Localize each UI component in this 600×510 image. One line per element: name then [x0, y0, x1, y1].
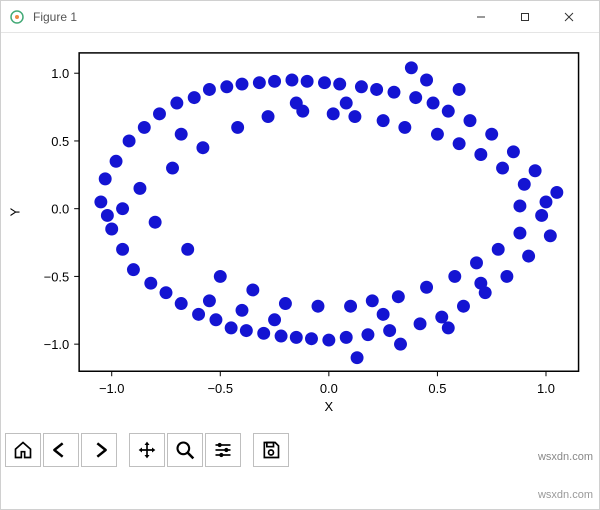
svg-text:−0.5: −0.5	[208, 381, 234, 396]
watermark-bottom: wsxdn.com	[538, 489, 593, 501]
svg-text:1.0: 1.0	[537, 381, 555, 396]
back-button[interactable]	[43, 433, 79, 467]
svg-text:0.0: 0.0	[51, 202, 69, 217]
svg-text:X: X	[325, 399, 334, 414]
zoom-icon	[175, 440, 195, 460]
window-title: Figure 1	[33, 10, 77, 24]
toolbar	[1, 431, 599, 469]
home-button[interactable]	[5, 433, 41, 467]
svg-text:Y: Y	[7, 207, 22, 216]
zoom-button[interactable]	[167, 433, 203, 467]
forward-button[interactable]	[81, 433, 117, 467]
close-button[interactable]	[547, 1, 591, 33]
svg-text:0.5: 0.5	[51, 134, 69, 149]
app-icon	[9, 9, 25, 25]
svg-text:−0.5: −0.5	[44, 269, 70, 284]
scatter-chart: −1.0 −0.5 0.0 0.5 1.0 −1.0 −0.5 0.0 0.5 1.0 X Y	[1, 33, 599, 419]
watermark-top: wsxdn.com	[538, 451, 593, 463]
forward-icon	[89, 440, 109, 460]
save-icon	[261, 440, 281, 460]
minimize-button[interactable]	[459, 1, 503, 33]
pan-icon	[137, 440, 157, 460]
figure-area: −1.0 −0.5 0.0 0.5 1.0 −1.0 −0.5 0.0 0.5 1.0 X Y	[1, 33, 599, 419]
svg-text:1.0: 1.0	[51, 66, 69, 81]
configure-icon	[213, 440, 233, 460]
svg-text:0.0: 0.0	[320, 381, 338, 396]
bottom-pad: wsxdn.com	[1, 469, 599, 509]
svg-text:−1.0: −1.0	[99, 381, 125, 396]
maximize-button[interactable]	[503, 1, 547, 33]
configure-button[interactable]	[205, 433, 241, 467]
titlebar: Figure 1	[1, 1, 599, 33]
svg-text:−1.0: −1.0	[44, 337, 70, 352]
home-icon	[13, 440, 33, 460]
save-button[interactable]	[253, 433, 289, 467]
pan-button[interactable]	[129, 433, 165, 467]
figure-window: Figure 1 −1.0 −0.5 0.0 0.5 1.0 −1.0 −0.5 0.0 0.5…	[0, 0, 600, 510]
back-icon	[51, 440, 71, 460]
svg-text:0.5: 0.5	[428, 381, 446, 396]
